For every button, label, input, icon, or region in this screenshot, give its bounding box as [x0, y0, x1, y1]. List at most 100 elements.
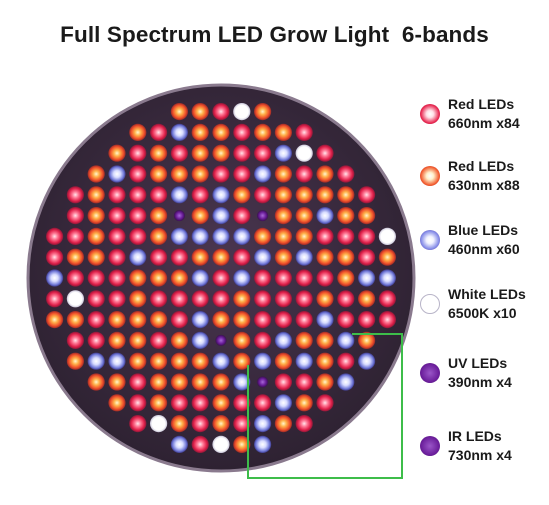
led [212, 103, 230, 121]
led [129, 227, 147, 245]
led [295, 269, 313, 287]
led [129, 311, 147, 329]
led [274, 165, 292, 183]
led [191, 290, 209, 308]
led [173, 210, 185, 222]
led [191, 123, 209, 141]
led [66, 331, 84, 349]
led [274, 290, 292, 308]
led [66, 352, 84, 370]
led [316, 290, 334, 308]
led [254, 435, 272, 453]
led [66, 290, 84, 308]
led [358, 269, 376, 287]
led [108, 352, 126, 370]
led [170, 144, 188, 162]
led [295, 165, 313, 183]
led [129, 394, 147, 412]
led [66, 227, 84, 245]
led [212, 311, 230, 329]
legend-item-red-660: Red LEDs 660nm x84 [420, 96, 546, 142]
led [233, 186, 251, 204]
led [129, 186, 147, 204]
led [150, 144, 168, 162]
led [129, 165, 147, 183]
led [254, 144, 272, 162]
led [46, 269, 64, 287]
led [170, 290, 188, 308]
legend-spec: 630nm x88 [448, 177, 520, 193]
led [212, 144, 230, 162]
led [129, 144, 147, 162]
led [66, 207, 84, 225]
led [274, 227, 292, 245]
led [212, 165, 230, 183]
led [150, 311, 168, 329]
led [170, 435, 188, 453]
led [295, 227, 313, 245]
led [150, 290, 168, 308]
led [233, 415, 251, 433]
led [129, 290, 147, 308]
legend-spec: 460nm x60 [448, 241, 520, 257]
led [233, 123, 251, 141]
led [150, 186, 168, 204]
red-660-led-icon [420, 104, 440, 124]
led [170, 248, 188, 266]
legend-item-blue: Blue LEDs 460nm x60 [420, 222, 546, 268]
led [87, 331, 105, 349]
led [233, 394, 251, 412]
led [191, 331, 209, 349]
led [316, 227, 334, 245]
led [316, 165, 334, 183]
led [191, 415, 209, 433]
led [129, 352, 147, 370]
legend-name: UV LEDs [448, 355, 508, 371]
led [212, 290, 230, 308]
page-title: Full Spectrum LED Grow Light 6-bands [60, 22, 489, 47]
led [150, 248, 168, 266]
led [191, 227, 209, 245]
led [254, 311, 272, 329]
led [378, 227, 396, 245]
led [337, 207, 355, 225]
led [212, 186, 230, 204]
led [108, 186, 126, 204]
led [233, 290, 251, 308]
red-630-led-icon [420, 166, 440, 186]
led [254, 123, 272, 141]
led [191, 435, 209, 453]
led [191, 165, 209, 183]
legend-name: Red LEDs [448, 96, 515, 112]
led [378, 290, 396, 308]
led [316, 186, 334, 204]
led [66, 248, 84, 266]
led [87, 186, 105, 204]
led [170, 123, 188, 141]
legend-spec: 730nm x4 [448, 447, 512, 463]
led [233, 311, 251, 329]
legend-name: Blue LEDs [448, 222, 519, 238]
uv-led-icon [420, 363, 440, 383]
led [233, 144, 251, 162]
led [295, 415, 313, 433]
led [274, 123, 292, 141]
led [316, 373, 334, 391]
led [254, 227, 272, 245]
led [295, 352, 313, 370]
led [108, 331, 126, 349]
led [233, 103, 251, 121]
led [212, 394, 230, 412]
legend-name: White LEDs [448, 286, 526, 302]
led [274, 144, 292, 162]
led [337, 352, 355, 370]
led [191, 269, 209, 287]
led [87, 248, 105, 266]
led [233, 269, 251, 287]
ir-led-icon [420, 436, 440, 456]
led [212, 352, 230, 370]
led [108, 269, 126, 287]
led [191, 103, 209, 121]
led-grid [46, 103, 396, 453]
